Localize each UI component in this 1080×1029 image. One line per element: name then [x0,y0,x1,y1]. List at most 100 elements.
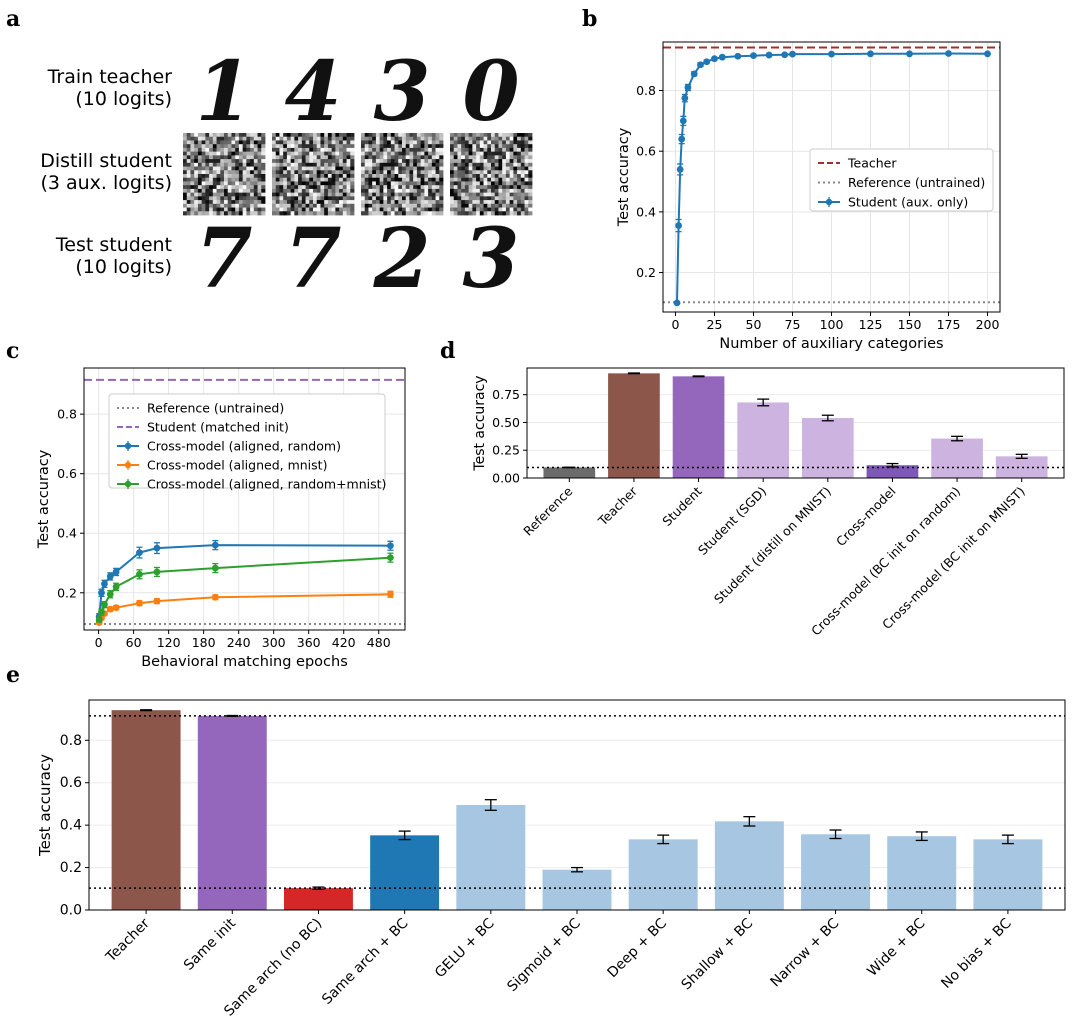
noise-pixel [379,181,384,186]
noise-pixel [461,159,466,164]
noise-pixel [468,144,473,149]
noise-pixel [227,166,232,171]
noise-pixel [275,192,280,197]
noise-pixel [379,133,384,138]
noise-pixel [420,196,425,201]
noise-pixel [379,170,384,175]
noise-pixel [502,200,507,205]
noise-pixel [472,136,477,141]
noise-pixel [242,196,247,201]
noise-pixel [450,136,455,141]
noise-pixel [468,207,473,212]
noise-pixel [398,211,403,216]
noise-pixel [290,188,295,194]
noise-pixel [520,181,525,186]
noise-pixel [420,185,425,190]
noise-pixel [257,188,262,194]
noise-pixel [257,211,262,216]
noise-pixel [246,207,251,212]
noise-pixel [313,200,318,205]
noise-pixel [476,147,481,153]
noise-pixel [298,188,303,194]
noise-pixel [335,136,340,141]
noise-pixel [190,211,195,216]
digit-image: 0 [462,44,519,140]
noise-pixel [498,192,503,197]
noise-pixel [335,155,340,160]
noise-pixel [197,159,203,164]
noise-pixel [457,196,462,201]
noise-pixel [413,174,418,179]
noise-pixel [505,159,511,164]
x-tick-label: Same init [181,915,240,974]
noise-pixel [194,188,199,194]
noise-pixel [457,181,462,186]
noise-pixel [479,159,484,164]
noise-pixel [231,174,236,179]
noise-pixel [453,140,458,145]
noise-pixel [472,155,477,160]
noise-pixel [372,181,377,186]
noise-pixel [491,207,496,212]
noise-pixel [394,188,399,194]
noise-pixel [339,133,344,138]
noise-pixel [286,177,292,182]
noise-pixel [183,203,188,208]
noise-pixel [390,211,395,216]
noise-pixel [316,200,321,205]
noise-pixel [250,133,255,138]
noise-pixel [183,200,188,205]
noise-pixel [390,155,395,160]
noise-pixel [461,151,466,156]
noise-pixel [372,200,377,205]
noise-pixel [183,174,188,179]
noise-pixel [197,147,203,153]
noise-pixel [517,188,522,194]
noise-pixel [513,144,518,149]
noise-pixel [261,140,266,145]
panel-label-a: a [6,6,21,32]
noise-pixel [212,207,217,212]
noise-pixel [375,159,381,164]
noise-pixel [305,155,310,160]
noise-pixel [279,140,284,145]
noise-pixel [375,192,381,197]
noise-pixel [528,181,533,186]
noise-pixel [491,185,496,190]
x-tick-label: 180 [192,635,216,650]
noise-pixel [186,188,191,194]
noise-pixel [428,181,433,186]
x-tick-label: 100 [820,317,844,332]
noise-pixel [390,166,395,171]
noise-pixel [242,192,247,197]
noise-pixel [453,211,458,216]
noise-pixel [394,203,399,208]
noise-pixel [383,188,388,194]
noise-pixel [524,144,529,149]
noise-pixel [413,207,418,212]
noise-pixel [342,196,347,201]
noise-pixel [298,136,303,141]
noise-pixel [250,136,255,141]
noise-pixel [209,185,214,190]
noise-pixel [201,136,206,141]
noise-pixel [402,188,407,194]
noise-pixel [286,151,292,156]
noise-pixel [450,188,455,194]
noise-pixel [309,140,314,145]
noise-pixel [205,196,210,201]
noise-pixel [201,207,206,212]
noise-pixel [383,162,388,167]
x-tick-label: 200 [976,317,1000,332]
noise-pixel [405,133,410,138]
noise-pixel [235,185,240,190]
noise-pixel [491,181,496,186]
noise-pixel [416,155,422,160]
noise-pixel [498,196,503,201]
noise-pixel [453,136,458,141]
noise-pixel [476,140,481,145]
noise-pixel [286,192,292,197]
noise-pixel [483,188,488,194]
noise-pixel [316,151,321,156]
